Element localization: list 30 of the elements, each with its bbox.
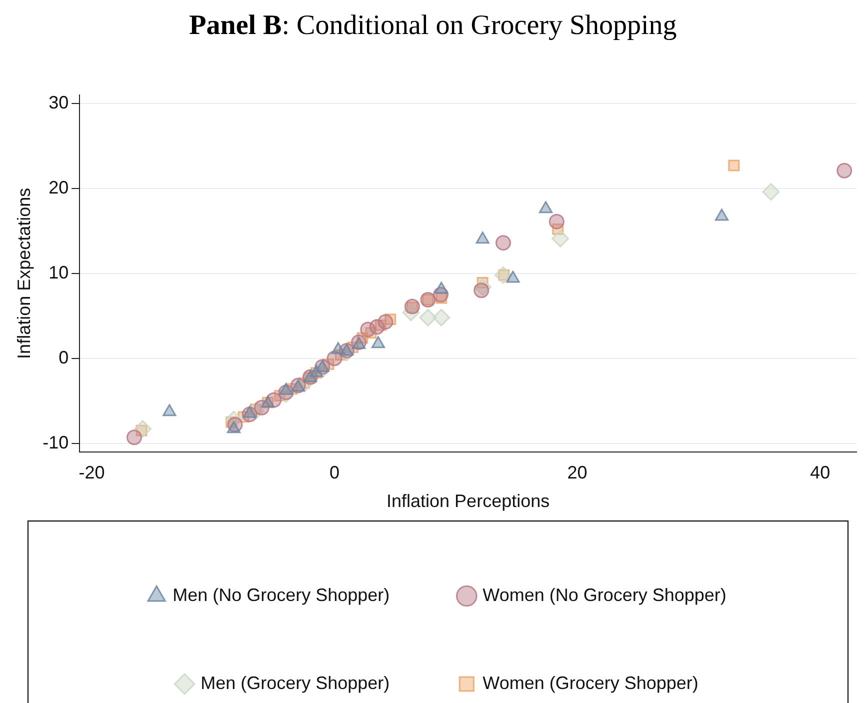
chart-title: Panel B: Conditional on Grocery Shopping: [188, 10, 678, 42]
point: [728, 160, 740, 172]
point: [134, 420, 152, 438]
x-axis-title: Inflation Perceptions: [386, 491, 550, 512]
legend-label: Men (No Grocery Shopper): [172, 584, 390, 605]
point: [836, 162, 852, 178]
point: [352, 337, 366, 350]
point: [762, 183, 780, 201]
x-tick-label: 0: [330, 462, 340, 483]
point: [496, 235, 512, 251]
point: [126, 430, 142, 446]
x-tick-label: -20: [78, 462, 105, 483]
legend-label: Women (No Grocery Shopper): [482, 584, 726, 605]
x-tick-label: 20: [567, 462, 588, 483]
point: [548, 214, 564, 230]
y-tick-label: 10: [48, 262, 69, 282]
point: [474, 282, 490, 298]
legend-label: Men (Grocery Shopper): [200, 672, 390, 693]
x-tick-label: 40: [810, 462, 830, 483]
legend-label: Women (Grocery Shopper): [482, 672, 698, 693]
point: [432, 308, 450, 326]
y-tick-label: -10: [42, 432, 69, 452]
point: [552, 230, 570, 248]
y-tick-label: 30: [48, 92, 69, 112]
y-tick-label: 0: [58, 347, 69, 368]
point: [494, 266, 512, 284]
point: [419, 308, 437, 326]
y-tick-label: 20: [48, 177, 69, 198]
point: [378, 314, 394, 330]
y-axis-title: Inflation Expectations: [14, 188, 34, 359]
